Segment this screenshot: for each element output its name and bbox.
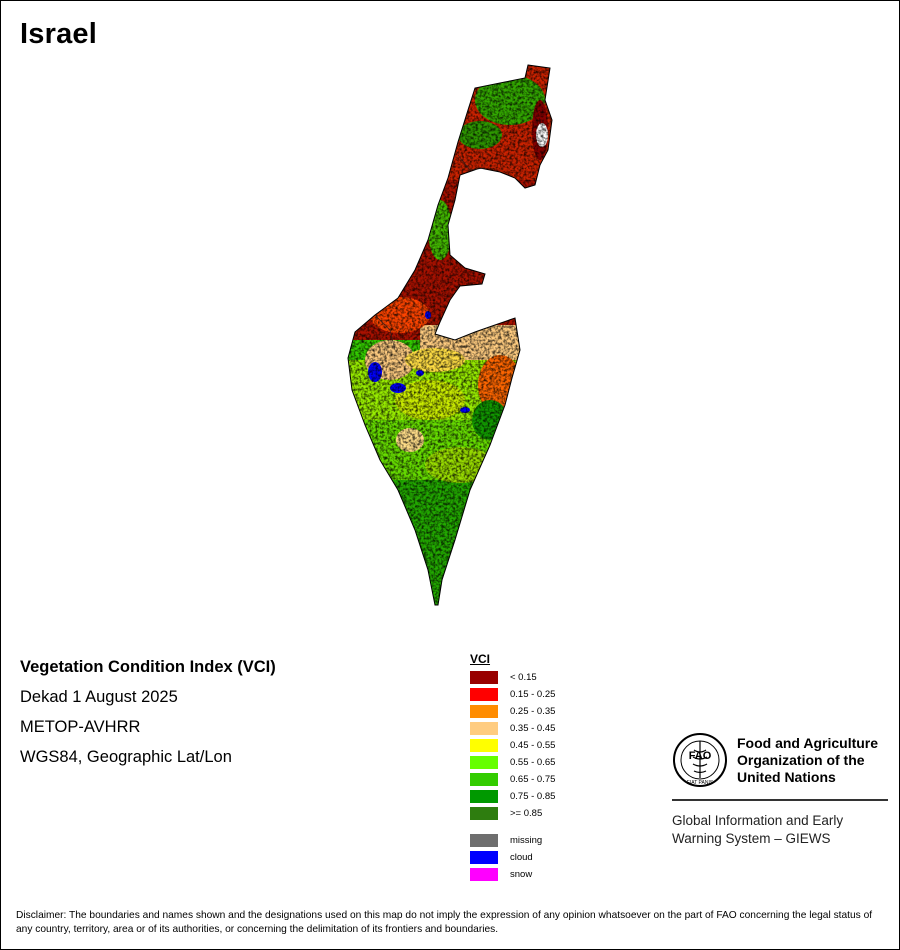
legend-label: < 0.15 — [510, 672, 537, 683]
sensor-name: METOP-AVHRR — [20, 718, 141, 736]
legend-swatch — [470, 671, 498, 684]
legend-row: 0.45 - 0.55 — [470, 737, 555, 754]
fao-name: Food and Agriculture Organization of the… — [737, 735, 878, 786]
legend-swatch — [470, 807, 498, 820]
legend-label: 0.25 - 0.35 — [510, 706, 556, 717]
country-title: Israel — [20, 18, 97, 50]
legend-row: missing — [470, 832, 555, 849]
legend-swatch — [470, 722, 498, 735]
legend-row: 0.15 - 0.25 — [470, 686, 555, 703]
legend-label: 0.15 - 0.25 — [510, 689, 556, 700]
legend-swatch — [470, 739, 498, 752]
legend-row: < 0.15 — [470, 669, 555, 686]
disclaimer: Disclaimer: The boundaries and names sho… — [16, 910, 873, 935]
map-info: Vegetation Condition Index (VCI) Dekad 1… — [20, 656, 276, 776]
giews-line: Warning System – GIEWS — [672, 831, 831, 846]
fao-name-line: Organization of the — [737, 751, 865, 768]
giews-text: Global Information and Early Warning Sys… — [672, 812, 888, 848]
legend-row: >= 0.85 — [470, 805, 555, 822]
legend-swatch — [470, 868, 498, 881]
legend-label: 0.75 - 0.85 — [510, 791, 556, 802]
legend-swatch — [470, 756, 498, 769]
fao-block: FAO FIAT PANIS Food and Agriculture Orga… — [672, 732, 888, 848]
index-name: Vegetation Condition Index (VCI) — [20, 658, 276, 676]
legend-row: cloud — [470, 849, 555, 866]
legend-row: snow — [470, 866, 555, 883]
legend-label: cloud — [510, 852, 533, 863]
dekad-date: Dekad 1 August 2025 — [20, 688, 178, 706]
legend-swatch — [470, 790, 498, 803]
legend-swatch — [470, 834, 498, 847]
vci-legend: VCI < 0.15 0.15 - 0.25 0.25 - 0.35 0.35 … — [470, 652, 555, 883]
legend-swatch — [470, 773, 498, 786]
legend-row: 0.55 - 0.65 — [470, 754, 555, 771]
legend-row: 0.25 - 0.35 — [470, 703, 555, 720]
projection-text: WGS84, Geographic Lat/Lon — [20, 748, 232, 766]
legend-swatch — [470, 688, 498, 701]
legend-label: 0.35 - 0.45 — [510, 723, 556, 734]
legend-label: >= 0.85 — [510, 808, 543, 819]
giews-line: Global Information and Early — [672, 813, 844, 828]
legend-row: 0.65 - 0.75 — [470, 771, 555, 788]
legend-label: snow — [510, 869, 533, 880]
legend-label: 0.65 - 0.75 — [510, 774, 556, 785]
legend-label: 0.45 - 0.55 — [510, 740, 556, 751]
legend-label: missing — [510, 835, 543, 846]
fao-divider — [672, 799, 888, 801]
vci-map — [347, 64, 553, 606]
fao-logo-icon: FAO FIAT PANIS — [673, 733, 727, 787]
legend-label: 0.55 - 0.65 — [510, 757, 556, 768]
fao-name-line: Food and Agriculture — [737, 734, 879, 751]
fao-logo-motto: FIAT PANIS — [687, 780, 714, 786]
legend-swatch — [470, 705, 498, 718]
legend-swatch — [470, 851, 498, 864]
legend-title: VCI — [470, 652, 491, 666]
legend-row: 0.35 - 0.45 — [470, 720, 555, 737]
legend-row: 0.75 - 0.85 — [470, 788, 555, 805]
fao-name-line: United Nations — [737, 768, 836, 785]
fao-logo-text: FAO — [689, 750, 712, 762]
